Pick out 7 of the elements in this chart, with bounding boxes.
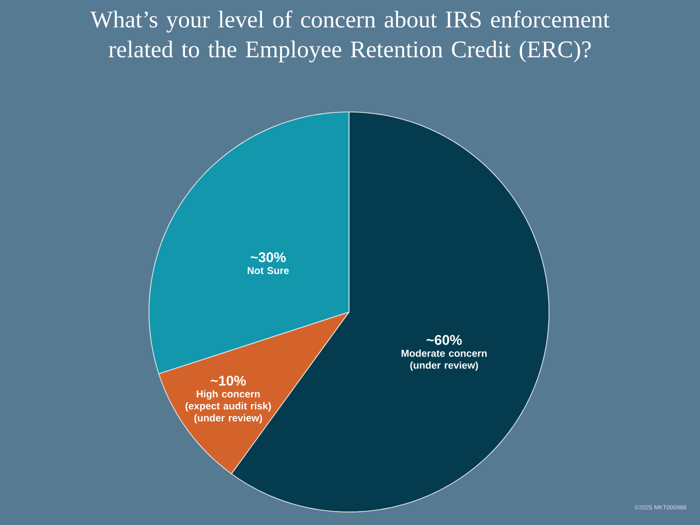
data-label: ~10% <box>210 376 246 386</box>
chart-title: What’s your level of concern about IRS enforcement related to the Employee Retention Credit (ERC)? <box>90 10 610 62</box>
data-label: ~30% <box>250 252 286 262</box>
data-label: ~60% <box>426 335 462 345</box>
slice-label: High concern (expect audit risk) (under review) <box>186 390 271 424</box>
slice-label: Moderate concern (under review) <box>402 350 487 371</box>
slice-label: Not Sure <box>248 267 289 274</box>
